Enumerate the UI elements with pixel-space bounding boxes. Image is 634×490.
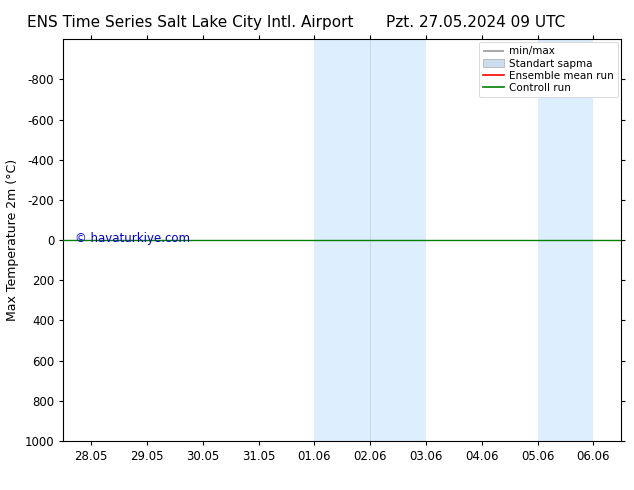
Legend: min/max, Standart sapma, Ensemble mean run, Controll run: min/max, Standart sapma, Ensemble mean r… [479,42,618,97]
Bar [370,39,426,441]
Bar [538,39,593,441]
Bar [314,39,370,441]
Text: ENS Time Series Salt Lake City Intl. Airport: ENS Time Series Salt Lake City Intl. Air… [27,15,353,30]
Text: Pzt. 27.05.2024 09 UTC: Pzt. 27.05.2024 09 UTC [386,15,565,30]
Text: © havaturkiye.com: © havaturkiye.com [75,232,190,245]
Y-axis label: Max Temperature 2m (°C): Max Temperature 2m (°C) [6,159,19,321]
